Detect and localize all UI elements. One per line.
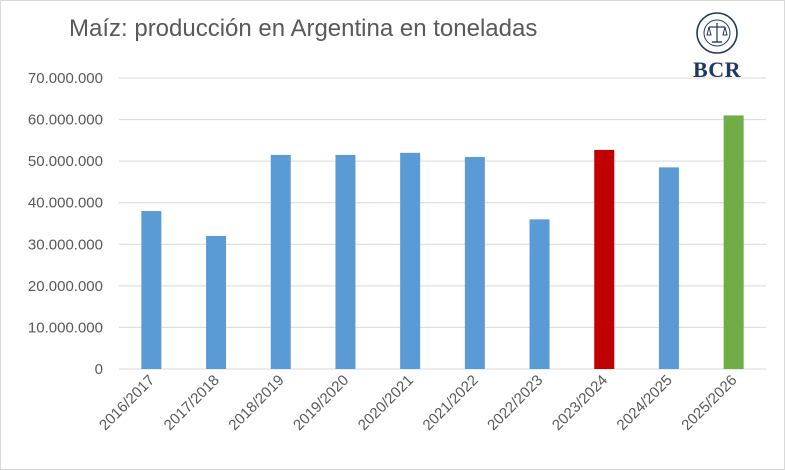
bar bbox=[529, 219, 550, 369]
x-tick-label: 2024/2025 bbox=[614, 372, 676, 434]
y-tick-label: 0 bbox=[95, 361, 103, 378]
bar bbox=[206, 235, 227, 369]
bar bbox=[270, 154, 291, 369]
x-tick-label: 2023/2024 bbox=[549, 372, 611, 434]
bar bbox=[335, 154, 356, 369]
x-tick-label: 2021/2022 bbox=[420, 372, 482, 434]
y-tick-label: 20.000.000 bbox=[28, 278, 103, 295]
x-tick-label: 2025/2026 bbox=[678, 372, 740, 434]
y-tick-label: 50.000.000 bbox=[28, 153, 103, 170]
x-tick-label: 2018/2019 bbox=[225, 372, 287, 434]
y-tick-label: 70.000.000 bbox=[28, 70, 103, 87]
x-tick-label: 2022/2023 bbox=[484, 372, 546, 434]
x-tick-label: 2020/2021 bbox=[355, 372, 417, 434]
bar bbox=[723, 115, 744, 370]
y-tick-label: 30.000.000 bbox=[28, 236, 103, 253]
bar bbox=[141, 211, 162, 369]
chart-title: Maíz: producción en Argentina en tonelad… bbox=[69, 15, 538, 42]
bars bbox=[141, 115, 744, 370]
x-tick-label: 2016/2017 bbox=[96, 372, 158, 434]
gridlines bbox=[119, 77, 766, 370]
bar bbox=[594, 149, 615, 369]
y-axis-ticks: 0 10.000.000 20.000.000 30.000.000 40.000.00… bbox=[28, 70, 103, 378]
y-tick-label: 40.000.000 bbox=[28, 195, 103, 212]
y-tick-label: 10.000.000 bbox=[28, 319, 103, 336]
bar bbox=[658, 167, 679, 369]
x-tick-label: 2017/2018 bbox=[161, 372, 223, 434]
x-axis-ticks: 2016/2017 2017/2018 2018/2019 2019/2020 2020… bbox=[96, 372, 740, 434]
y-tick-label: 60.000.000 bbox=[28, 112, 103, 129]
bar bbox=[464, 156, 485, 369]
bar bbox=[400, 152, 421, 369]
bcr-seal-icon bbox=[696, 12, 738, 54]
x-tick-label: 2019/2020 bbox=[290, 372, 352, 434]
